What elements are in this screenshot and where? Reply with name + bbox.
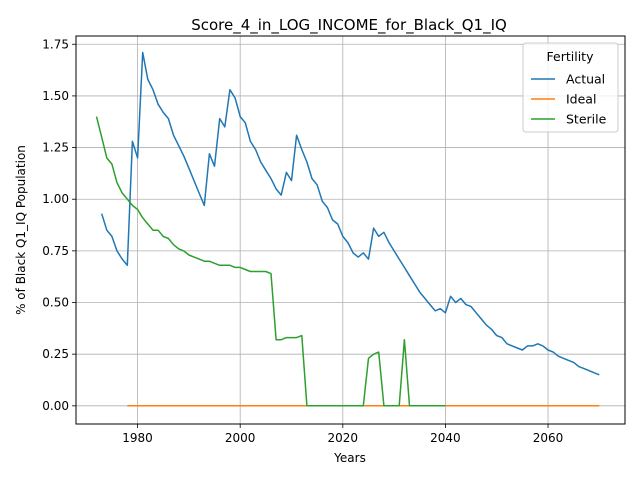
legend-label-actual: Actual: [566, 72, 605, 87]
legend-box: [522, 42, 619, 133]
chart-title: Score_4_in_LOG_INCOME_for_Black_Q1_IQ: [191, 16, 507, 35]
series-line-sterile: [95, 116, 446, 407]
x-tick-label: 2000: [225, 431, 256, 445]
x-tick-label: 2040: [430, 431, 461, 445]
x-axis-label: Years: [333, 451, 366, 465]
legend-label-ideal: Ideal: [566, 92, 596, 107]
y-tick-label: 1.25: [42, 141, 69, 155]
y-axis-label: % of Black Q1_IQ Population: [14, 145, 28, 315]
series-lines: [95, 51, 600, 407]
y-tick-label: 0.75: [42, 244, 69, 258]
y-tick-label: 0.50: [42, 296, 69, 310]
legend-title: Fertility: [547, 49, 595, 64]
x-tick-label: 1980: [122, 431, 153, 445]
legend: Fertility Actual Ideal Sterile: [522, 42, 619, 133]
y-tick-label: 1.00: [42, 192, 69, 206]
legend-label-sterile: Sterile: [566, 112, 607, 127]
y-tick-label: 0.25: [42, 347, 69, 361]
y-axis: 0.00 0.25 0.50 0.75 1.00 1.25 1.50 1.75: [42, 37, 76, 413]
y-tick-label: 1.75: [42, 37, 69, 51]
x-tick-label: 2060: [533, 431, 564, 445]
series-line-actual: [100, 51, 600, 376]
y-tick-label: 0.00: [42, 399, 69, 413]
y-tick-label: 1.50: [42, 89, 69, 103]
x-tick-label: 2020: [328, 431, 359, 445]
plot-frame: [75, 35, 626, 425]
x-axis: 1980 2000 2020 2040 2060: [122, 424, 563, 445]
